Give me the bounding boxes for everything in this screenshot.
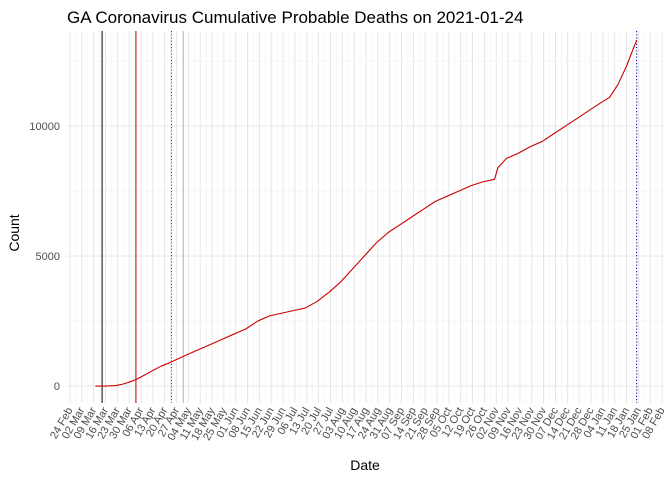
series-line: [95, 39, 638, 387]
y-tick-label: 0: [54, 381, 60, 393]
x-axis-title: Date: [350, 457, 380, 473]
y-tick-label: 5000: [36, 251, 60, 263]
series-layer: [95, 39, 638, 387]
y-tick-label: 10000: [29, 121, 60, 133]
y-axis-title: Count: [6, 214, 22, 251]
y-axis-ticks: 0 5000 10000: [29, 121, 60, 393]
reference-lines: [101, 31, 638, 403]
grid: [67, 31, 665, 403]
chart-title: GA Coronavirus Cumulative Probable Death…: [67, 8, 523, 27]
